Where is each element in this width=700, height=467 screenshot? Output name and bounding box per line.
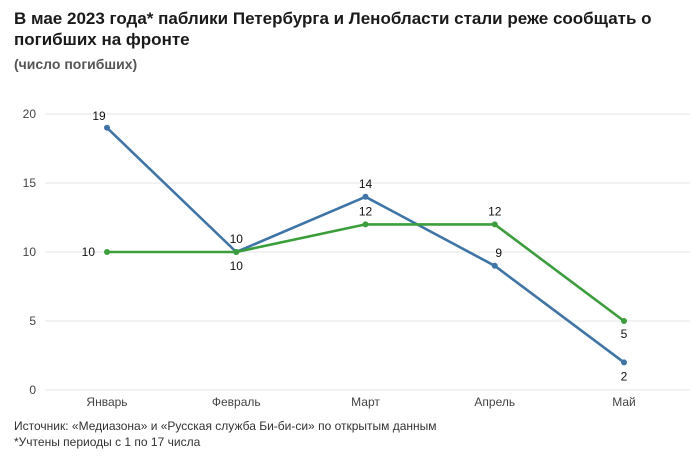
y-tick-label: 5: [29, 314, 36, 328]
series-lines: [104, 124, 627, 366]
y-axis-ticks: 0 5 10 15 20: [23, 107, 37, 397]
data-label: 5: [621, 327, 628, 341]
y-tick-label: 20: [23, 107, 37, 121]
data-point: [491, 262, 498, 269]
y-tick-label: 15: [23, 176, 37, 190]
chart-title: В мае 2023 года* паблики Петербурга и Ле…: [14, 9, 652, 49]
data-label: 10: [230, 232, 244, 246]
data-label: 19: [92, 109, 106, 123]
data-label: 10: [230, 259, 244, 273]
data-label: 9: [495, 246, 502, 260]
x-tick-label: Январь: [86, 395, 127, 409]
data-point: [491, 221, 498, 228]
data-point: [621, 359, 627, 366]
data-point: [104, 249, 110, 255]
y-tick-label: 0: [29, 383, 36, 397]
data-point: [621, 318, 627, 324]
x-tick-label: Февраль: [212, 395, 261, 409]
data-labels: 19 10 14 9 2 10 10 12 12 5: [82, 109, 628, 384]
x-tick-label: Май: [612, 395, 636, 409]
data-point: [362, 193, 369, 200]
data-label: 10: [82, 245, 96, 259]
data-label: 12: [488, 204, 502, 218]
chart-subtitle: (число погибших): [14, 56, 138, 72]
series-line: [106, 126, 625, 364]
grid-lines: [45, 113, 690, 391]
y-tick-label: 10: [23, 245, 37, 259]
chart-footer: Источник: «Медиазона» и «Русская служба …: [14, 418, 684, 450]
x-tick-label: Апрель: [474, 395, 515, 409]
data-point: [104, 124, 110, 131]
series-line: [107, 223, 625, 323]
period-footnote: *Учтены периоды с 1 по 17 числа: [14, 435, 201, 449]
data-point: [233, 249, 240, 255]
data-point: [362, 221, 369, 228]
x-axis-ticks: Январь Февраль Март Апрель Май: [86, 395, 635, 409]
data-label: 14: [359, 177, 373, 191]
data-label: 12: [359, 204, 373, 218]
source-note: Источник: «Медиазона» и «Русская служба …: [14, 419, 437, 433]
x-tick-label: Март: [351, 395, 380, 409]
data-label: 2: [621, 369, 628, 383]
